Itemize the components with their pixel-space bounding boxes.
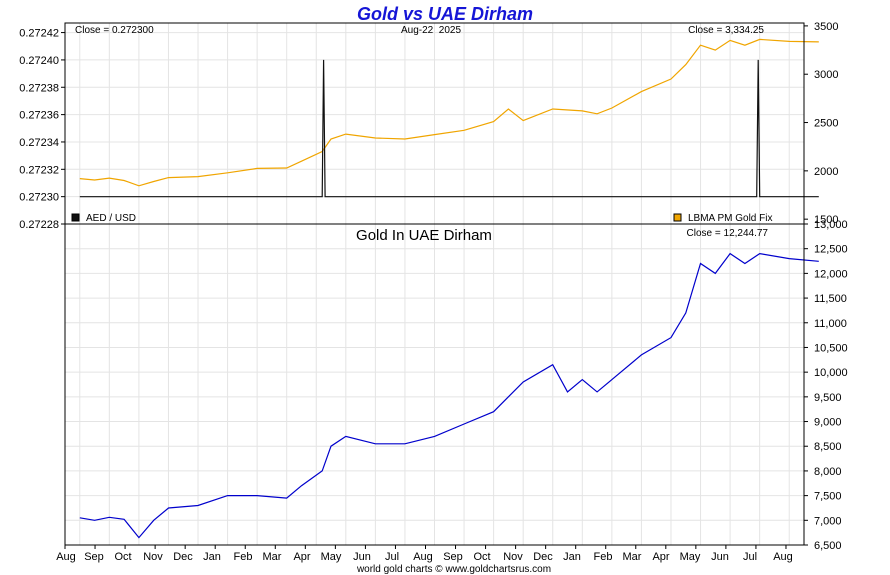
gold-close-label: Close = 3,334.25 bbox=[688, 25, 764, 36]
x-tick-label: Jul bbox=[743, 551, 757, 563]
y-tick-label-right: 2000 bbox=[814, 166, 838, 178]
y-tick-label-right: 3000 bbox=[814, 69, 838, 81]
x-tick-label: Feb bbox=[594, 551, 613, 563]
y-tick-label-right: 11,500 bbox=[814, 293, 847, 305]
x-tick-label: Oct bbox=[473, 551, 490, 563]
series-line-gold-usd bbox=[79, 38, 819, 187]
legend-swatch-aed bbox=[71, 213, 80, 222]
y-tick-label-left: 0.27240 bbox=[19, 55, 59, 67]
y-tick-label-right: 7,500 bbox=[814, 491, 842, 503]
x-tick-label: May bbox=[680, 551, 701, 563]
series-line-aed-usd bbox=[79, 59, 819, 198]
y-tick-label-right: 12,500 bbox=[814, 244, 848, 256]
x-tick-label: Mar bbox=[263, 551, 282, 563]
y-tick-label-right: 10,500 bbox=[814, 342, 848, 354]
x-tick-label: Jun bbox=[711, 551, 729, 563]
y-tick-label-right: 8,500 bbox=[814, 441, 842, 453]
legend-label-gold: LBMA PM Gold Fix bbox=[688, 213, 772, 224]
y-tick-label-right: 11,000 bbox=[814, 318, 847, 330]
y-tick-label-right: 13,000 bbox=[814, 219, 848, 231]
x-tick-label: Nov bbox=[503, 551, 523, 563]
footer-credit: world gold charts © www.goldchartsrus.co… bbox=[356, 564, 551, 575]
series-line-gold-aed bbox=[79, 252, 819, 539]
x-tick-label: Sep bbox=[443, 551, 463, 563]
date-label: Aug-22 2025 bbox=[401, 25, 461, 36]
x-tick-label: Aug bbox=[413, 551, 433, 563]
x-tick-label: Nov bbox=[143, 551, 163, 563]
y-tick-label-right: 6,500 bbox=[814, 540, 842, 552]
axes: 0.27228 0.27230 0.27232 0.27234 0.27236 0.272… bbox=[19, 21, 847, 563]
grid-lines bbox=[65, 23, 804, 546]
y-tick-label-left: 0.27228 bbox=[19, 219, 59, 231]
x-tick-label: Jan bbox=[203, 551, 221, 563]
legend-label-aed: AED / USD bbox=[86, 213, 136, 224]
y-tick-label-right: 9,000 bbox=[814, 417, 842, 429]
chart-title: Gold vs UAE Dirham bbox=[357, 4, 533, 24]
x-tick-label: Mar bbox=[623, 551, 642, 563]
y-tick-label-left: 0.27242 bbox=[19, 28, 59, 40]
x-tick-label: Dec bbox=[173, 551, 193, 563]
legend-swatch-gold bbox=[673, 213, 682, 222]
bottom-panel-frame bbox=[64, 223, 805, 546]
x-tick-label: Apr bbox=[293, 551, 310, 563]
x-tick-label: Oct bbox=[114, 551, 131, 563]
y-tick-label-right: 10,000 bbox=[814, 367, 848, 379]
y-tick-label-left: 0.27238 bbox=[19, 82, 59, 94]
x-tick-label: Jun bbox=[353, 551, 371, 563]
y-tick-label-right: 9,500 bbox=[814, 392, 842, 404]
x-tick-label: Aug bbox=[56, 551, 76, 563]
x-tick-label: Jan bbox=[563, 551, 581, 563]
x-tick-label: Apr bbox=[652, 551, 669, 563]
y-tick-label-right: 1500 bbox=[814, 214, 838, 226]
y-tick-label-left: 0.27236 bbox=[19, 110, 59, 122]
x-tick-label: Feb bbox=[234, 551, 253, 563]
series-lines bbox=[79, 38, 819, 539]
dirham-close-label: Close = 12,244.77 bbox=[687, 228, 769, 239]
y-tick-label-right: 7,000 bbox=[814, 515, 842, 527]
y-tick-label-left: 0.27232 bbox=[19, 164, 59, 176]
x-tick-label: Jul bbox=[385, 551, 399, 563]
y-tick-label-right: 3500 bbox=[814, 21, 838, 33]
y-tick-label-left: 0.27230 bbox=[19, 192, 59, 204]
y-tick-label-right: 2500 bbox=[814, 118, 838, 130]
y-tick-label-right: 12,000 bbox=[814, 268, 848, 280]
x-tick-label: Dec bbox=[533, 551, 553, 563]
bottom-panel-title: Gold In UAE Dirham bbox=[356, 227, 492, 244]
y-tick-label-right: 8,000 bbox=[814, 466, 842, 478]
x-tick-label: May bbox=[321, 551, 342, 563]
aed-close-label: Close = 0.272300 bbox=[75, 25, 154, 36]
x-tick-label: Sep bbox=[84, 551, 104, 563]
x-tick-label: Aug bbox=[773, 551, 793, 563]
y-tick-label-left: 0.27234 bbox=[19, 137, 59, 149]
